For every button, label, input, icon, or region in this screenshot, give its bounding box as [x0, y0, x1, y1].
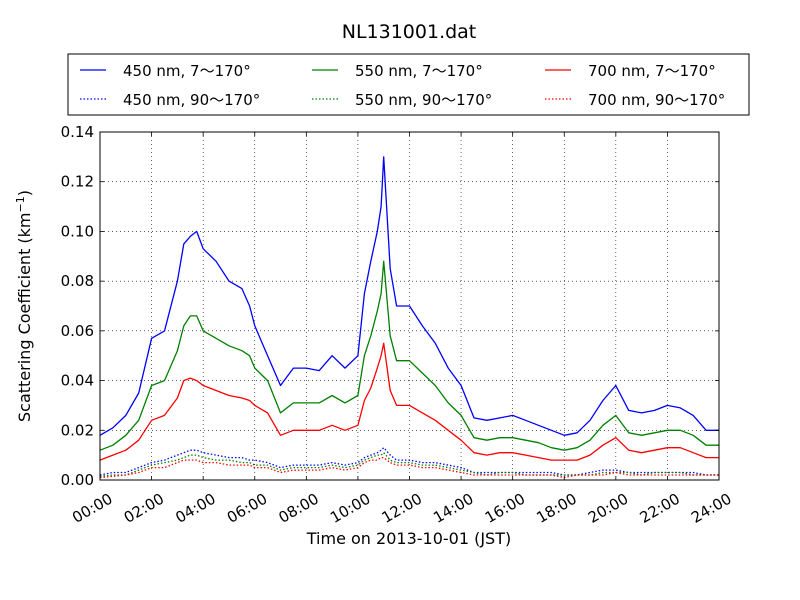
y-axis-label-text: Scattering Coefficient (km: [15, 212, 34, 422]
x-tick-label: 10:00: [327, 490, 373, 527]
y-tick-label: 0.10: [61, 222, 94, 240]
y-tick-label: 0.00: [61, 471, 94, 489]
legend-frame: [67, 53, 750, 116]
y-axis-label: Scattering Coefficient (km−1): [14, 190, 34, 422]
legend-label-3: 450 nm, 90～170°: [123, 91, 260, 109]
legend-label-1: 550 nm, 7～170°: [355, 62, 483, 80]
x-axis-label: Time on 2013-10-01 (JST): [306, 529, 511, 548]
y-tick-label: 0.06: [61, 322, 94, 340]
x-tick-label: 16:00: [482, 490, 528, 527]
x-tick-label: 14:00: [430, 490, 476, 527]
x-tick-label: 08:00: [275, 490, 321, 527]
x-tick-label: 12:00: [379, 490, 425, 527]
series-line-5: [99, 456, 719, 479]
y-tick-label: 0.04: [61, 372, 94, 390]
x-tick-label: 24:00: [688, 490, 734, 527]
legend-label-2: 700 nm, 7～170°: [588, 62, 716, 80]
axis-ticks: 00:00 02:00 04:00 06:00 08:00 10:00 12:00 14:00…: [61, 123, 735, 527]
series-line-1: [99, 260, 719, 451]
x-tick-label: 02:00: [121, 490, 167, 527]
y-tick-label: 0.02: [61, 421, 94, 439]
legend: 450 nm, 7～170° 550 nm, 7～170° 700 nm, 7～17…: [67, 53, 750, 116]
x-tick-label: 20:00: [585, 490, 631, 527]
legend-label-0: 450 nm, 7～170°: [123, 62, 251, 80]
series-lines: [99, 156, 719, 479]
series-line-2: [99, 342, 719, 461]
x-tick-label: 00:00: [69, 490, 115, 527]
y-axis-label-superscript: −1: [14, 196, 27, 212]
x-tick-label: 18:00: [533, 490, 579, 527]
y-axis-label-end: ): [15, 190, 34, 196]
chart-title: NL131001.dat: [342, 21, 477, 43]
y-tick-label: 0.12: [61, 173, 94, 191]
series-line-3: [99, 447, 719, 476]
x-tick-label: 22:00: [637, 490, 683, 527]
y-tick-label: 0.14: [61, 123, 94, 141]
x-tick-label: 04:00: [172, 490, 218, 527]
x-tick-label: 06:00: [224, 490, 270, 527]
legend-label-4: 550 nm, 90～170°: [355, 91, 492, 109]
plot-area: 00:00 02:00 04:00 06:00 08:00 10:00 12:00 14:00…: [61, 123, 735, 527]
series-line-0: [99, 156, 719, 436]
y-tick-label: 0.08: [61, 272, 94, 290]
legend-label-5: 700 nm, 90～170°: [588, 91, 725, 109]
